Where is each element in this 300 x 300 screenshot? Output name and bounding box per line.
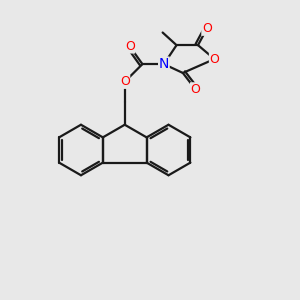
Text: O: O [190,83,200,96]
Text: O: O [202,22,212,35]
Text: O: O [125,40,135,53]
Text: O: O [120,75,130,88]
Text: N: N [159,57,169,71]
Text: O: O [209,52,219,66]
